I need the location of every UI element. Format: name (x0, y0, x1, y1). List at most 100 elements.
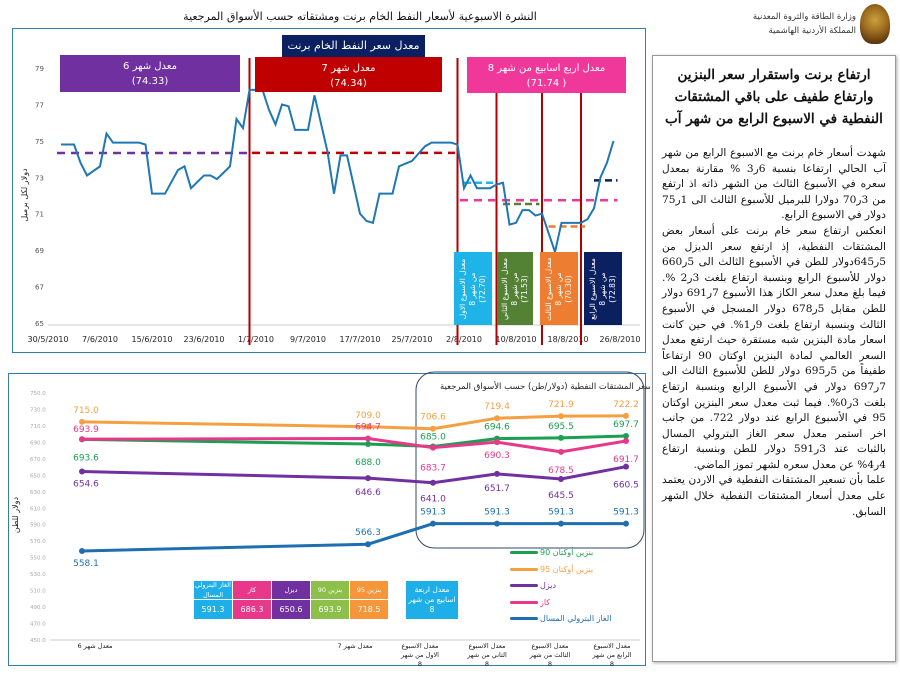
y-tick-label: 650.0 (30, 473, 46, 479)
data-label: 694.7 (355, 423, 381, 433)
ministry-logo: وزارة الطاقة والثروة المعدنية المملكة ال… (738, 2, 898, 47)
data-point (79, 468, 85, 475)
legend-label: الغاز البترولي المسال (540, 614, 612, 623)
y-tick-label: 67 (35, 284, 44, 292)
week4-average-box: معدل الاسبوع الرابع من شهر 8 (72.83) (584, 252, 622, 325)
data-point (494, 439, 500, 446)
commentary-title: ارتفاع برنت واستقرار سعر البنزين وارتفاع… (665, 67, 883, 127)
x-tick-label: 9/7/2010 (290, 335, 326, 344)
series-line (81, 522, 626, 553)
data-point (365, 423, 371, 430)
summary-value: 693.9 (311, 600, 349, 619)
data-label: 688.0 (355, 458, 381, 468)
series-line (81, 437, 627, 454)
legend-line-icon (510, 600, 538, 604)
summary-label: ديزل (272, 581, 310, 599)
data-point (365, 435, 371, 442)
x-tick-label: 18/8/2010 (547, 335, 588, 344)
data-label: 706.6 (420, 413, 446, 423)
commentary-paragraph: شهدت أسعار خام برنت مع الاسبوع الرابع من… (662, 147, 886, 222)
data-label: 694.6 (484, 423, 510, 433)
data-point (365, 475, 371, 482)
x-tick-label: 7/6/2010 (82, 335, 118, 344)
x-category-label: معدل شهر 7 (337, 642, 373, 650)
data-point (79, 547, 85, 554)
data-point (558, 413, 564, 420)
summary-label: بنزين 95 (350, 581, 388, 599)
data-point (365, 541, 371, 548)
week3-average-box: معدل الاسبوع الثالث من شهر 8 (70.30) (540, 252, 578, 325)
x-tick-label: 2/8/2010 (446, 335, 482, 344)
x-tick-label: 10/8/2010 (495, 335, 536, 344)
y-tick-label: 470.0 (30, 622, 46, 628)
y-axis-label: دولار للطن (11, 497, 20, 534)
x-tick-label: 1/7/2010 (238, 335, 274, 344)
summary-label: بنزين 90 (311, 581, 349, 599)
x-tick-label: 26/8/2010 (599, 335, 640, 344)
summary-value: 686.3 (233, 600, 271, 619)
y-tick-label: 590.0 (30, 523, 46, 529)
y-tick-label: 730.0 (30, 407, 46, 413)
data-point (430, 520, 436, 527)
x-tick-label: 30/5/2010 (27, 335, 68, 344)
week2-average-box: معدل الاسبوع الثاني من شهر 8 (71.53) (497, 252, 533, 325)
data-point (430, 425, 436, 432)
data-label: 641.0 (420, 495, 446, 505)
y-tick-label: 510.0 (30, 589, 46, 595)
data-point (430, 444, 436, 451)
data-point (430, 479, 436, 486)
series-line (81, 434, 627, 449)
data-point (558, 448, 564, 455)
data-point (494, 520, 500, 527)
legend-label: ديزل (540, 581, 557, 590)
data-point (365, 441, 371, 448)
x-category-label: معدل الاسبوع الرابع من شهر 8 (592, 642, 632, 668)
logo-line: المملكة الأردنية الهاشمية (768, 26, 856, 36)
x-category-label: معدل الاسبوع الثالث من شهر 8 (529, 642, 571, 668)
derivatives-chart: 750.0 730.0 710.0 690.0 670.0 650.0 630.0 610.0… (11, 371, 650, 644)
x-category-label: معدل الاسبوع الاول من شهر 8 (401, 642, 439, 668)
data-point (79, 436, 85, 443)
avg-label: معدل شهر 6 (123, 61, 177, 72)
avg-value: (74.34) (330, 78, 367, 89)
data-label: 722.2 (613, 400, 639, 410)
summary-value: 650.6 (272, 600, 310, 619)
data-point (79, 418, 85, 425)
aug-average-box: معدل اربع اسابيع من شهر 8 ( 71.74) (467, 57, 626, 93)
data-label: 646.6 (355, 488, 381, 498)
legend-label: بنزين أوكتان 95 (540, 564, 594, 574)
legend-item: بنزين أوكتان 95 (510, 565, 593, 574)
brent-price-line (61, 88, 615, 256)
data-label: 654.6 (73, 480, 99, 490)
derivatives-chart-title: معدل سعر المشتقات النفطية (دولار/طن) حسب… (440, 381, 650, 392)
x-tick-label: 15/6/2010 (131, 335, 172, 344)
y-tick-label: 77 (35, 101, 44, 109)
month7-average-box: معدل شهر 7 (74.34) (255, 57, 442, 92)
data-label: 651.7 (484, 484, 510, 494)
data-label: 566.3 (355, 528, 381, 538)
y-tick-label: 670.0 (30, 457, 46, 463)
y-tick-label: 530.0 (30, 572, 46, 578)
derivatives-chart-frame (8, 373, 646, 666)
data-point (558, 434, 564, 441)
data-label: 690.3 (484, 451, 510, 461)
y-tick-label: 71 (35, 211, 44, 219)
x-tick-label: 25/7/2010 (391, 335, 432, 344)
month6-average-box: معدل شهر 6 (74.33) (60, 55, 240, 92)
data-point (623, 433, 629, 440)
data-label: 591.3 (613, 508, 639, 518)
data-label: 719.4 (484, 402, 510, 412)
avg-value: (74.33) (131, 76, 169, 87)
y-tick-label: 65 (35, 320, 44, 328)
data-point (623, 463, 629, 470)
x-category-label: معدل الاسبوع الثاني من شهر 8 (467, 642, 507, 668)
data-point (623, 520, 629, 527)
y-tick-label: 73 (35, 174, 44, 182)
data-label: 591.3 (548, 508, 574, 518)
data-label: 645.5 (548, 491, 574, 501)
data-label: 697.7 (613, 420, 639, 430)
commentary-paragraph: علما بأن تسعير المشتقات النفطية في الارد… (662, 474, 886, 518)
data-label: 693.6 (73, 453, 99, 463)
x-category-label: معدل شهر 6 (77, 642, 113, 650)
weeks-highlight-frame (415, 371, 645, 549)
